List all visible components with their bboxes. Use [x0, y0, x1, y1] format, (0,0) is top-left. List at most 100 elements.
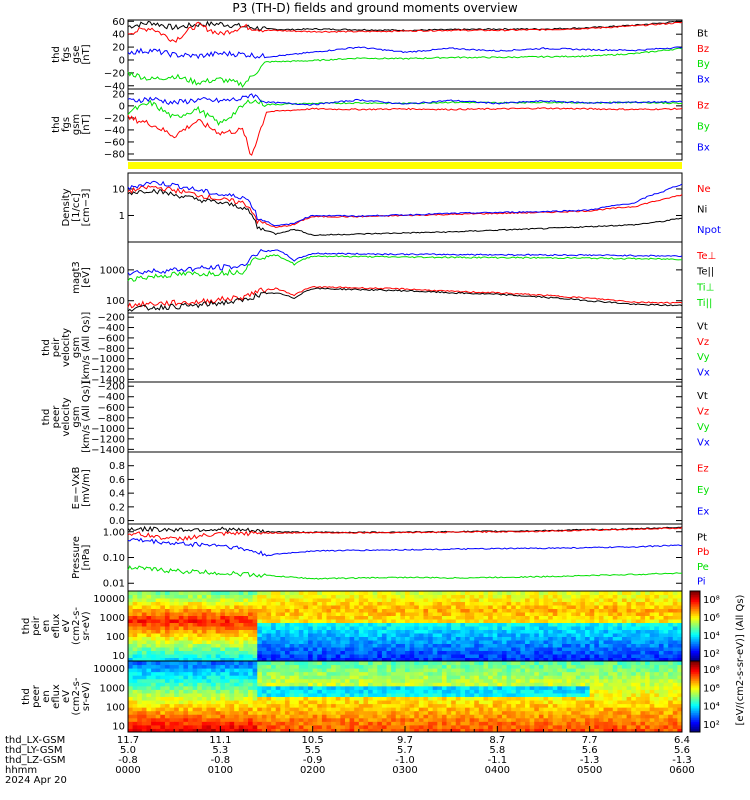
spectrogram-cell [243, 700, 249, 705]
spectrogram-cell [155, 678, 161, 683]
spectrogram-cell [483, 619, 489, 623]
spectrogram-cell [506, 657, 512, 662]
spectrogram-cell [658, 619, 665, 623]
colorbar-cell [690, 601, 700, 604]
spectrogram-cell [220, 612, 226, 616]
spectrogram-cell [317, 633, 323, 637]
spectrogram-cell [340, 626, 346, 630]
spectrogram-cell [303, 692, 309, 697]
spectrogram-cell [349, 671, 355, 676]
spectrogram-cell [525, 664, 531, 669]
spectrogram-cell [317, 626, 323, 630]
spectrogram-cell [344, 640, 351, 644]
spectrogram-cell [215, 728, 221, 733]
spectrogram-cell [455, 633, 461, 637]
spectrogram-cell [178, 619, 184, 623]
spectrogram-cell [423, 692, 429, 697]
spectrogram-cell [543, 643, 549, 648]
spectrogram-cell [603, 668, 609, 673]
spectrogram-cell [428, 685, 434, 690]
panel-frame [127, 523, 683, 592]
spectrogram-cell [224, 671, 231, 676]
spectrogram-cell [552, 664, 558, 669]
spectrogram-cell [414, 643, 420, 648]
spectrogram-cell [455, 594, 461, 599]
spectrogram-cell [358, 671, 364, 676]
spectrogram-cell [174, 710, 180, 715]
spectrogram-cell [575, 703, 581, 708]
spectrogram-cell [645, 710, 651, 715]
spectrogram-cell [321, 591, 328, 595]
spectrogram-cell [529, 650, 535, 655]
spectrogram-cell [538, 626, 544, 630]
y-axis-label: thd peer velocity gsm [km/s (All Qs)] [41, 381, 92, 453]
spectrogram-cell [474, 710, 480, 715]
spectrogram-cell [432, 650, 438, 655]
spectrogram-cell [575, 692, 581, 697]
spectrogram-cell [446, 689, 452, 694]
spectrogram-cell [640, 626, 646, 630]
spectrogram-cell [423, 629, 429, 634]
spectrogram-cell [128, 650, 134, 655]
spectrogram-cell [501, 685, 508, 690]
spectrogram-cell [326, 685, 332, 690]
spectrogram-cell [534, 622, 540, 627]
spectrogram-cell [312, 629, 318, 634]
y-tick-label: 0.01 [103, 579, 125, 590]
y-tick-label: −20 [104, 68, 125, 79]
spectrogram-cell [626, 605, 632, 609]
spectrogram-cell [428, 671, 434, 676]
spectrogram-cell [335, 696, 341, 701]
spectrogram-cell [423, 661, 429, 666]
spectrogram-cell [520, 668, 526, 673]
spectrogram-cell [298, 598, 304, 602]
spectrogram-cell [561, 615, 568, 620]
spectrogram-cell [377, 728, 383, 733]
spectrogram-cell [645, 650, 651, 655]
spectrogram-cell [164, 650, 171, 655]
spectrogram-cell [465, 654, 471, 658]
spectrogram-cell [238, 622, 244, 627]
spectrogram-cell [534, 714, 540, 719]
spectrogram-cell [525, 636, 531, 641]
spectrogram-cell [178, 605, 184, 609]
spectrogram-cell [603, 685, 609, 690]
y-tick-label: −1400 [91, 445, 125, 456]
spectrogram-cell [344, 626, 351, 630]
spectrogram-cell [423, 728, 429, 733]
spectrogram-cell [515, 675, 521, 680]
spectrogram-cell [631, 650, 637, 655]
spectrogram-cell [188, 640, 194, 644]
spectrogram-cell [243, 629, 249, 634]
spectrogram-cell [224, 675, 231, 680]
spectrogram-cell [580, 591, 586, 595]
spectrogram-cell [617, 643, 623, 648]
spectrogram-cell [594, 598, 600, 602]
spectrogram-cell [128, 710, 134, 715]
spectrogram-cell [252, 661, 258, 666]
spectrogram-cell [400, 721, 406, 726]
spectrogram-cell [585, 675, 591, 680]
spectrogram-cell [188, 612, 194, 616]
spectrogram-cell [215, 675, 221, 680]
spectrogram-cell [585, 608, 591, 613]
spectrogram-cell [183, 728, 189, 733]
spectrogram-cell [155, 668, 161, 673]
spectrogram-cell [234, 612, 240, 616]
spectrogram-cell [363, 601, 369, 606]
spectrogram-cell [460, 668, 466, 673]
spectrogram-cell [224, 728, 231, 733]
spectrogram-cell [635, 605, 641, 609]
spectrogram-cell [548, 650, 554, 655]
spectrogram-cell [672, 650, 678, 655]
spectrogram-cell [308, 714, 314, 719]
spectrogram-cell [234, 714, 240, 719]
spectrogram-cell [331, 608, 337, 613]
spectrogram-cell [331, 661, 337, 666]
spectrogram-cell [520, 714, 526, 719]
spectrogram-cell [460, 626, 466, 630]
spectrogram-cell [298, 696, 304, 701]
spectrogram-cell [284, 668, 291, 673]
spectrogram-cell [137, 647, 143, 651]
